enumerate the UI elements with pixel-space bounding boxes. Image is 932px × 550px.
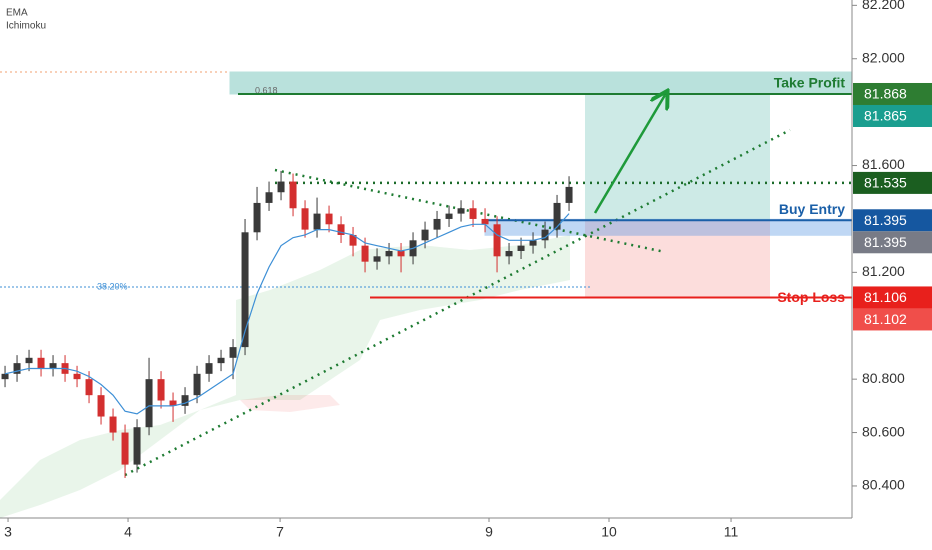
x-tick-label: 3 xyxy=(4,524,12,540)
candle-body xyxy=(397,250,405,257)
candle-body xyxy=(85,379,93,396)
trend-line xyxy=(124,128,791,477)
candle-body xyxy=(469,208,477,219)
level-label: Stop Loss xyxy=(777,289,845,305)
candle-body xyxy=(181,395,189,406)
y-tick-label: 80.400 xyxy=(862,477,905,493)
candle-body xyxy=(337,224,345,235)
price-label-box xyxy=(853,82,932,105)
level-label: Take Profit xyxy=(774,75,846,91)
y-tick-label: 80.600 xyxy=(862,423,905,439)
candle-body xyxy=(565,186,573,203)
candle-body xyxy=(253,202,261,233)
candle-body xyxy=(121,432,129,465)
x-tick-label: 10 xyxy=(601,524,617,540)
candle-body xyxy=(517,245,525,251)
fib-label: 0.618 xyxy=(255,85,278,95)
price-label-box xyxy=(853,209,932,232)
candle-body xyxy=(25,357,33,364)
candle-body xyxy=(169,400,177,406)
candle-body xyxy=(385,250,393,257)
ichimoku-cloud xyxy=(0,235,570,518)
candle-body xyxy=(1,373,9,380)
price-label: 81.865 xyxy=(864,108,907,124)
y-tick-label: 81.600 xyxy=(862,156,905,172)
candle-body xyxy=(361,245,369,262)
candle-body xyxy=(433,218,441,230)
candle-body xyxy=(157,379,165,401)
candle-body xyxy=(217,357,225,364)
candle-body xyxy=(529,240,537,246)
candle-body xyxy=(13,363,21,374)
candle-body xyxy=(97,395,105,417)
candle-body xyxy=(289,181,297,209)
candle-body xyxy=(193,373,201,396)
candle-body xyxy=(133,427,141,465)
candle-body xyxy=(313,213,321,230)
price-label-box xyxy=(853,308,932,331)
level-label: Buy Entry xyxy=(779,201,845,217)
arrow xyxy=(593,95,665,214)
entry-zone xyxy=(484,218,853,236)
price-label: 81.102 xyxy=(864,311,907,327)
candle-body xyxy=(277,181,285,193)
price-label: 81.395 xyxy=(864,212,907,228)
candle-body xyxy=(37,357,45,369)
candle-body xyxy=(301,208,309,230)
candle-body xyxy=(229,347,237,358)
y-tick-label: 82.200 xyxy=(862,0,905,12)
candle-body xyxy=(265,192,273,203)
x-tick-label: 11 xyxy=(724,524,739,540)
candle-body xyxy=(325,213,333,225)
price-label-box xyxy=(853,286,932,309)
candle-body xyxy=(373,256,381,262)
ema-line xyxy=(4,213,570,415)
candle-body xyxy=(109,416,117,433)
y-tick-label: 82.000 xyxy=(862,49,905,65)
top-zone xyxy=(229,71,853,95)
candle-body xyxy=(421,229,429,241)
candle-body xyxy=(349,234,357,246)
x-tick-label: 9 xyxy=(485,524,493,540)
candle-body xyxy=(145,379,153,428)
candle-body xyxy=(505,250,513,257)
price-label: 81.868 xyxy=(864,86,907,102)
price-label: 81.395 xyxy=(864,234,907,250)
candle-body xyxy=(481,218,489,225)
candle-body xyxy=(241,232,249,348)
profit-zone xyxy=(585,93,770,221)
candle-body xyxy=(49,363,57,369)
price-label: 81.535 xyxy=(864,175,907,191)
candle-body xyxy=(553,202,561,230)
price-label-box xyxy=(853,104,932,127)
ichimoku-cloud xyxy=(240,395,340,412)
price-label-box xyxy=(853,231,932,254)
fib-label: 38.20% xyxy=(97,281,128,291)
x-tick-label: 4 xyxy=(124,524,132,540)
candle-body xyxy=(493,224,501,257)
y-tick-label: 80.800 xyxy=(862,370,905,386)
candle-body xyxy=(205,363,213,374)
x-tick-label: 7 xyxy=(276,524,284,540)
indicator-label: EMA xyxy=(6,8,28,19)
price-label: 81.106 xyxy=(864,289,907,305)
price-label-box xyxy=(853,171,932,194)
candle-body xyxy=(541,229,549,241)
indicator-label: Ichimoku xyxy=(6,21,46,32)
y-tick-label: 81.200 xyxy=(862,263,905,279)
loss-zone xyxy=(585,220,770,298)
candle-body xyxy=(445,213,453,219)
candle-body xyxy=(73,373,81,380)
candle-body xyxy=(457,208,465,214)
